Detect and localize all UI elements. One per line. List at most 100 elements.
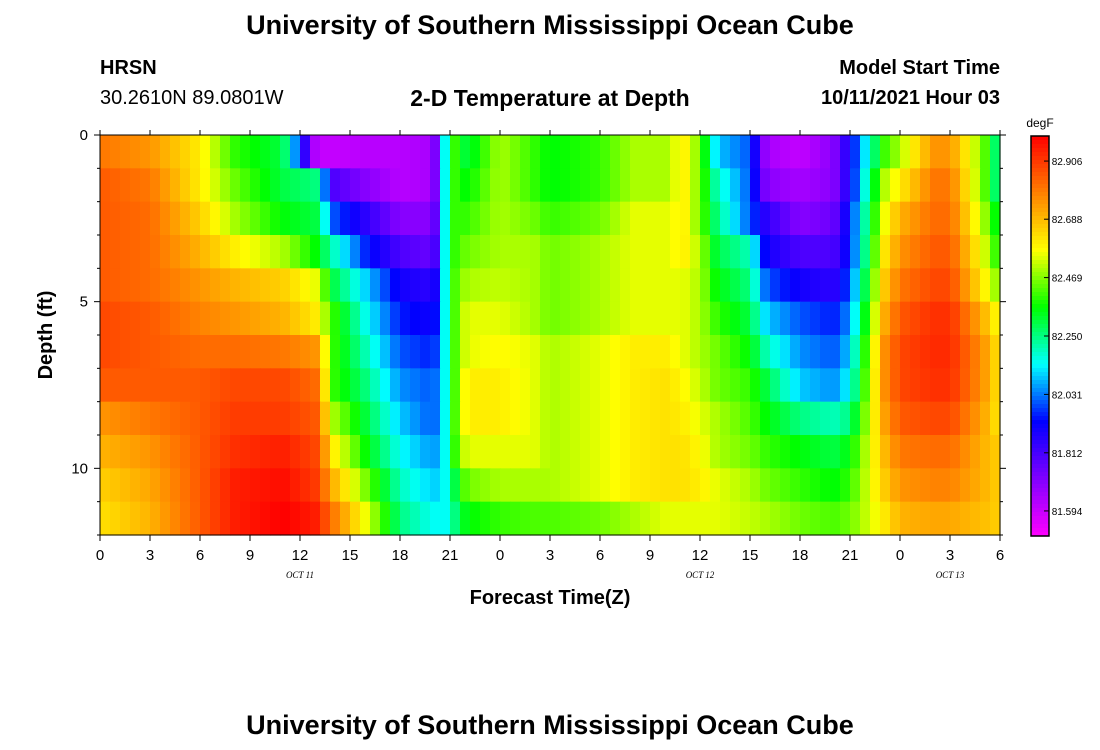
heatmap-cell — [380, 235, 391, 269]
heatmap-cell — [610, 301, 621, 336]
x-tick-label: 0 — [96, 547, 104, 564]
colorbar-segment — [1031, 284, 1049, 289]
heatmap-cell — [400, 468, 411, 503]
heatmap-cell — [610, 501, 621, 536]
heatmap-cell — [660, 235, 671, 269]
heatmap-cell — [200, 168, 211, 203]
heatmap-cell — [270, 468, 281, 503]
heatmap-cell — [630, 435, 641, 469]
colorbar-segment — [1031, 136, 1049, 141]
heatmap-cell — [300, 468, 311, 503]
heatmap-cell — [330, 201, 341, 236]
heatmap-cell — [630, 235, 641, 269]
heatmap-cell — [640, 435, 651, 469]
heatmap-cell — [430, 401, 441, 436]
heatmap-cell — [150, 368, 161, 403]
heatmap-cell — [160, 168, 171, 203]
heatmap-cell — [540, 135, 551, 169]
heatmap-cell — [210, 135, 221, 169]
heatmap-cell — [960, 435, 971, 469]
heatmap-cell — [850, 401, 861, 436]
heatmap-cell — [770, 368, 781, 403]
heatmap-cell — [230, 468, 241, 503]
heatmap-cell — [560, 168, 571, 203]
heatmap-cell — [300, 201, 311, 236]
heatmap-cell — [760, 335, 771, 369]
footer-title: University of Southern Mississippi Ocean… — [246, 710, 854, 740]
heatmap-cell — [700, 401, 711, 436]
heatmap-cell — [930, 368, 941, 403]
heatmap-cell — [980, 435, 991, 469]
heatmap-cell — [240, 468, 251, 503]
heatmap-cell — [810, 268, 821, 303]
heatmap-cell — [750, 168, 761, 203]
colorbar-segment — [1031, 288, 1049, 293]
heatmap-cell — [420, 368, 431, 403]
heatmap-cell — [230, 401, 241, 436]
heatmap-cell — [280, 301, 291, 336]
heatmap-cell — [430, 335, 441, 369]
heatmap-cell — [350, 301, 361, 336]
heatmap-cell — [530, 501, 541, 536]
heatmap-cell — [900, 401, 911, 436]
heatmap-cell — [150, 235, 161, 269]
colorbar-segment — [1031, 472, 1049, 477]
heatmap-cell — [560, 468, 571, 503]
heatmap-cell — [920, 401, 931, 436]
heatmap-cell — [110, 335, 121, 369]
heatmap-cell — [590, 268, 601, 303]
heatmap-cell — [990, 135, 1001, 169]
colorbar-segment — [1031, 480, 1049, 485]
heatmap-cell — [480, 335, 491, 369]
heatmap-cell — [280, 335, 291, 369]
heatmap-cell — [240, 368, 251, 403]
heatmap-cell — [560, 335, 571, 369]
heatmap-cell — [830, 335, 841, 369]
heatmap-cell — [370, 201, 381, 236]
heatmap-cell — [840, 201, 851, 236]
heatmap-cell — [890, 468, 901, 503]
heatmap-cell — [650, 135, 661, 169]
heatmap-cell — [990, 235, 1001, 269]
heatmap-cell — [820, 135, 831, 169]
heatmap-cell — [870, 368, 881, 403]
heatmap-cell — [460, 435, 471, 469]
heatmap-cell — [690, 301, 701, 336]
heatmap-cell — [660, 201, 671, 236]
heatmap-cell — [490, 368, 501, 403]
heatmap-cell — [600, 401, 611, 436]
heatmap-cell — [380, 468, 391, 503]
heatmap-cell — [150, 201, 161, 236]
heatmap-cell — [800, 335, 811, 369]
heatmap-cell — [230, 135, 241, 169]
heatmap-cell — [670, 435, 681, 469]
heatmap-cell — [200, 435, 211, 469]
heatmap-cell — [160, 401, 171, 436]
heatmap-cell — [930, 468, 941, 503]
heatmap-cell — [160, 435, 171, 469]
heatmap-cell — [370, 468, 381, 503]
heatmap-cell — [860, 501, 871, 536]
heatmap-cell — [920, 301, 931, 336]
heatmap-cell — [320, 368, 331, 403]
heatmap-cell — [210, 401, 221, 436]
colorbar-segment — [1031, 192, 1049, 197]
heatmap-cell — [140, 401, 151, 436]
heatmap-cell — [730, 435, 741, 469]
heatmap-cell — [840, 501, 851, 536]
heatmap-cell — [660, 435, 671, 469]
heatmap-cell — [510, 368, 521, 403]
heatmap-cell — [320, 235, 331, 269]
heatmap-cell — [260, 201, 271, 236]
heatmap-cell — [240, 301, 251, 336]
heatmap-cell — [990, 435, 1001, 469]
heatmap-cell — [860, 435, 871, 469]
heatmap-cell — [790, 401, 801, 436]
heatmap-cell — [640, 235, 651, 269]
heatmap-cell — [860, 468, 871, 503]
heatmap-cell — [130, 501, 141, 536]
heatmap-cell — [140, 368, 151, 403]
x-tick-label: 12 — [292, 547, 309, 564]
heatmap-cell — [640, 501, 651, 536]
